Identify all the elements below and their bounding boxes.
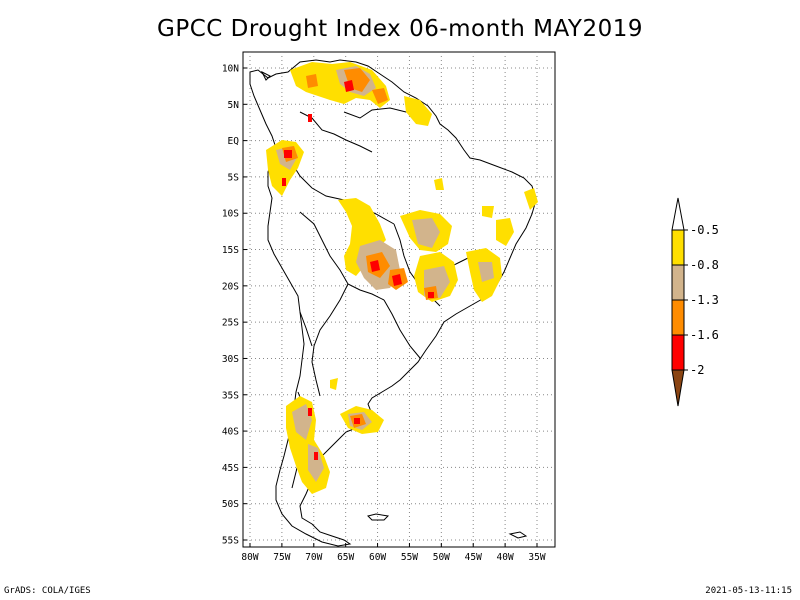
lon-label: 35W [528, 552, 545, 563]
footer-timestamp: 2021-05-13-11:15 [705, 586, 792, 596]
islands [260, 70, 528, 539]
lat-label: 5S [228, 172, 240, 183]
legend-swatch [671, 229, 685, 266]
lat-label: 10N [222, 64, 239, 75]
color-legend: -0.5 -0.8 -1.3 -1.6 -2 [671, 197, 719, 407]
lat-label: 10S [222, 209, 239, 220]
lat-label: 55S [222, 536, 239, 547]
legend-bottom-arrow [671, 369, 685, 407]
lat-label: 40S [222, 427, 239, 438]
lat-label: 45S [222, 463, 239, 474]
lat-label: 20S [222, 281, 239, 292]
legend-label: -2 [690, 363, 704, 377]
lat-label: 30S [222, 354, 239, 365]
map-frame [242, 51, 556, 548]
lon-label: 75W [273, 552, 290, 563]
lon-label: 70W [305, 552, 322, 563]
legend-swatch [671, 334, 685, 371]
legend-label: -1.3 [690, 293, 719, 307]
legend-label: -1.6 [690, 328, 719, 342]
lat-label: 5N [228, 100, 240, 111]
lon-label: 45W [465, 552, 482, 563]
lat-label: EQ [228, 136, 240, 147]
lat-label: 35S [222, 390, 239, 401]
lat-label: 15S [222, 245, 239, 256]
footer-credit: GrADS: COLA/IGES [4, 586, 91, 596]
lon-label: 40W [497, 552, 514, 563]
lat-label: 50S [222, 499, 239, 510]
lon-label: 65W [337, 552, 354, 563]
legend-label: -0.5 [690, 223, 719, 237]
legend-label: -0.8 [690, 258, 719, 272]
legend-swatch [671, 264, 685, 301]
lon-label: 80W [241, 552, 258, 563]
lon-label: 50W [433, 552, 450, 563]
lon-label: 60W [369, 552, 386, 563]
legend-top-arrow [671, 197, 685, 231]
drought-shading [266, 62, 538, 494]
legend-swatch [671, 299, 685, 336]
lat-label: 25S [222, 318, 239, 329]
lon-label: 55W [401, 552, 418, 563]
map-title: GPCC Drought Index 06-month MAY2019 [157, 16, 643, 42]
